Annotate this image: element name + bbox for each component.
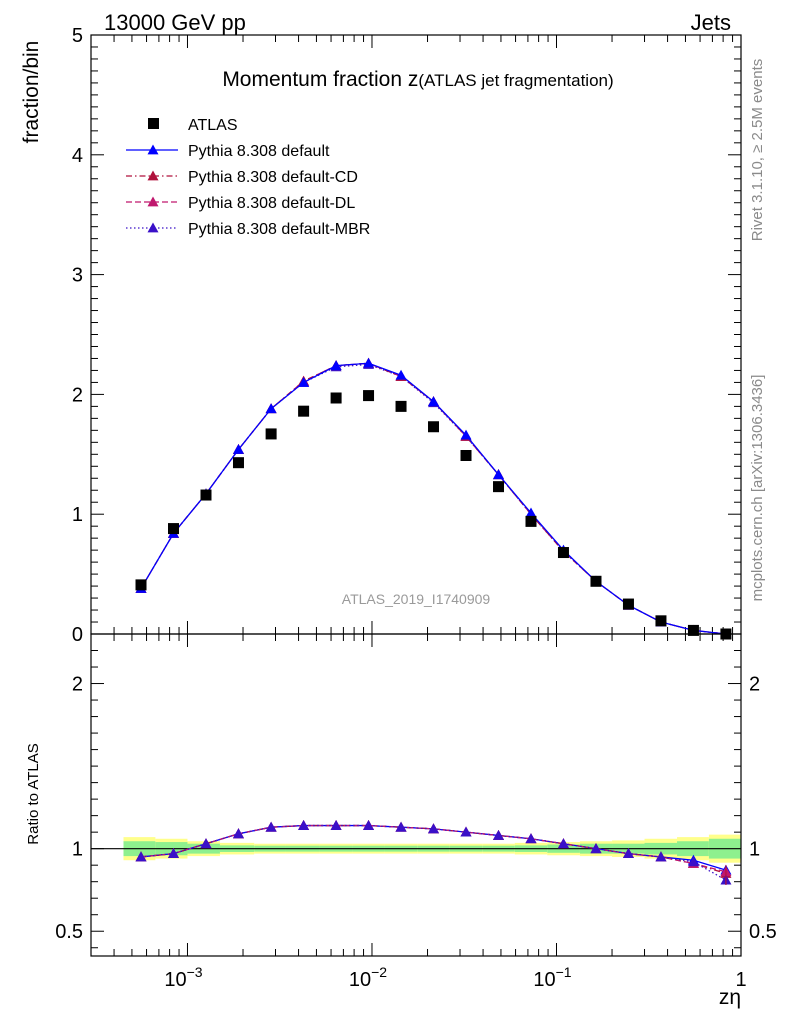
data-point <box>232 457 244 469</box>
ratio-y-tick-label: 2 <box>72 674 83 696</box>
header-left-label: 13000 GeV pp <box>104 10 246 35</box>
data-point <box>493 481 505 493</box>
main-point <box>525 507 537 518</box>
legend-marker <box>147 222 159 233</box>
ratio-y-tick-label-right: 1 <box>749 839 760 861</box>
ratio-plot-area: 0.5 0.5 1 1 2 2 <box>55 634 777 956</box>
x-tick-label: 10−2 <box>349 964 387 991</box>
main-title: Momentum fraction z(ATLAS jet fragmentat… <box>222 68 613 91</box>
data-point <box>265 428 277 440</box>
ratio-point <box>655 851 667 862</box>
legend-item: Pythia 8.308 default-CD <box>126 169 358 186</box>
legend-marker <box>147 170 159 181</box>
main-y-axis-label: fraction/bin <box>20 41 43 144</box>
data-point <box>363 390 375 402</box>
legend-label: ATLAS <box>188 117 238 134</box>
data-point <box>590 575 602 587</box>
ratio-point <box>428 823 440 834</box>
ratio-point <box>298 820 310 830</box>
legend-marker <box>147 196 159 207</box>
main-plot-area: 0 1 2 3 4 5 <box>72 25 742 646</box>
main-point <box>428 396 440 406</box>
main-point <box>330 360 342 371</box>
ratio-point <box>265 821 277 832</box>
main-y-tick-label: 2 <box>72 384 83 406</box>
ratio-y-tick-label-right: 0.5 <box>749 921 777 943</box>
data-point <box>622 598 634 610</box>
main-point <box>265 403 277 414</box>
ratio-point <box>590 843 602 854</box>
data-point <box>168 523 180 535</box>
data-point <box>135 579 147 591</box>
ratio-point <box>395 821 407 832</box>
main-y-tick-label: 3 <box>72 265 83 287</box>
data-point <box>200 489 212 501</box>
header-right-label: Jets <box>691 10 731 35</box>
main-legend: ATLAS Pythia 8.308 default Pythia 8.308 de… <box>126 117 370 238</box>
main-title-sub: (ATLAS jet fragmentation) <box>418 71 613 90</box>
data-point <box>655 615 667 627</box>
main-point <box>232 444 244 454</box>
data-point <box>428 421 440 433</box>
ratio-panel: 0.5 0.5 1 1 2 2 Ratio to ATLAS <box>25 633 777 957</box>
ratio-y-axis-label: Ratio to ATLAS <box>25 743 42 844</box>
legend-item: Pythia 8.308 default <box>126 143 330 160</box>
data-point <box>330 392 342 404</box>
data-point <box>298 405 310 417</box>
legend-label: Pythia 8.308 default-CD <box>188 169 358 186</box>
x-tick-labels: 10−3 10−2 10−1 1 <box>164 964 746 991</box>
rivet-label: Rivet 3.1.10, ≥ 2.5M events <box>749 59 766 242</box>
x-axis-label: zη <box>719 986 741 1009</box>
main-title-text: Momentum fraction z <box>222 68 418 91</box>
data-point <box>687 624 699 636</box>
x-tick-label: 10−1 <box>533 964 571 991</box>
main-panel: 0 1 2 3 4 5 Momentum fraction z(ATLAS jet fra… <box>20 25 742 646</box>
data-point <box>557 547 569 559</box>
ratio-point <box>135 851 147 862</box>
main-point <box>298 376 310 387</box>
ratio-point <box>168 848 180 859</box>
ratio-point <box>525 833 537 844</box>
legend-label: Pythia 8.308 default-DL <box>188 195 355 212</box>
mcplots-label: mcplots.cern.ch [arXiv:1306.3436] <box>749 375 766 602</box>
legend-label: Pythia 8.308 default <box>188 143 330 160</box>
ratio-y-tick-label-right: 2 <box>749 674 760 696</box>
main-y-tick-label: 5 <box>72 25 83 47</box>
legend-label: Pythia 8.308 default-MBR <box>188 221 370 238</box>
main-point <box>460 429 472 440</box>
ratio-point <box>200 838 212 849</box>
data-point <box>460 449 472 461</box>
data-point <box>525 515 537 527</box>
ratio-point <box>622 848 634 859</box>
ratio-y-tick-label: 0.5 <box>55 921 83 943</box>
data-point <box>395 400 407 412</box>
ratio-point <box>460 826 472 837</box>
x-tick-label: 10−3 <box>164 964 202 991</box>
ratio-point <box>687 856 699 867</box>
ratio-point <box>363 820 375 830</box>
legend-item: ATLAS <box>148 117 238 134</box>
ratio-point <box>557 838 569 849</box>
ratio-point <box>330 820 342 830</box>
main-y-tick-label: 0 <box>72 624 83 646</box>
legend-marker <box>147 144 159 155</box>
analysis-label: ATLAS_2019_I1740909 <box>342 591 491 607</box>
legend-item: Pythia 8.308 default-DL <box>126 195 355 212</box>
legend-marker <box>148 118 159 129</box>
ratio-point <box>232 828 244 839</box>
ratio-point <box>493 829 505 840</box>
main-y-tick-label: 4 <box>72 145 83 167</box>
x-tick-label: 1 <box>735 969 746 991</box>
ratio-frame <box>90 633 742 957</box>
main-point <box>493 469 505 480</box>
ratio-y-tick-label: 1 <box>72 839 83 861</box>
main-point <box>363 357 375 368</box>
legend-item: Pythia 8.308 default-MBR <box>126 221 370 238</box>
main-y-tick-label: 1 <box>72 504 83 526</box>
main-point <box>395 369 407 380</box>
